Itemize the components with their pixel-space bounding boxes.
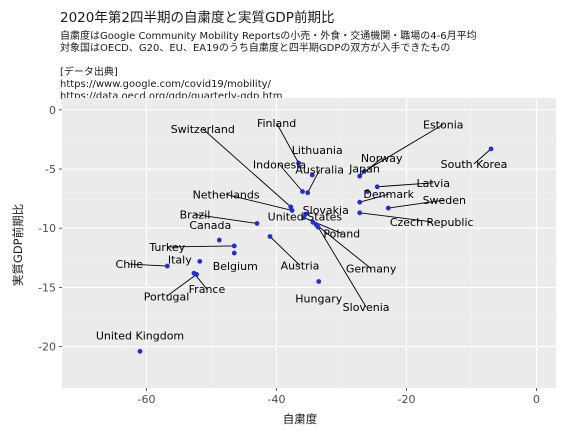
data-point [231,250,237,256]
point-label: Poland [323,228,360,241]
y-tick-label: -10 [38,222,56,235]
data-point [361,168,367,174]
axis-ticks: -60 -40 -20 0 0 -5 -10 -15 -20 [38,104,540,406]
point-label: Hungary [295,292,342,305]
data-point [296,160,301,166]
leader-line [364,124,444,172]
point-label: Netherlands [193,188,260,201]
chart-title: 2020年第2四半期の自粛度と実質GDP前期比 [60,10,335,26]
y-tick-label: -20 [38,341,56,354]
plot-panel [62,98,556,388]
x-tick-label: 0 [533,393,540,406]
source-url-mobility: https://www.google.com/covid19/mobility/ [60,79,271,90]
data-point [300,189,305,194]
point-label: Slovakia [303,204,349,217]
source-url-gdp: https://data.oecd.org/gdp/quarterly-gdp.… [60,91,283,102]
y-tick-label: -15 [38,281,56,294]
point-label: Canada [189,219,231,232]
point-label: Estonia [423,118,464,131]
subtitle-line: 対象国はOECD、G20、EU、EA19のうち自粛度と四半期GDPの双方が入手で… [60,43,451,54]
data-point [357,199,363,205]
data-point [289,208,295,213]
data-point [365,189,370,194]
point-label: Austria [281,259,320,272]
data-point [305,190,311,196]
point-label: France [189,283,226,296]
point-label: Turkey [148,241,185,254]
point-label: Switzerland [171,123,235,136]
point-label: Latvia [417,177,451,190]
data-points [137,146,494,354]
point-label: Finland [257,117,296,130]
data-point [301,215,307,220]
leader-line [303,217,342,234]
point-label: United Kingdom [96,329,184,342]
leader-line [359,193,389,203]
point-label: Czech Republic [390,216,474,229]
leader-line [317,226,367,308]
data-point [267,234,273,239]
data-point [488,146,494,152]
leader-line [225,194,293,211]
point-label: Indonesia [253,159,306,172]
data-point [315,224,321,230]
leader-line [129,263,168,267]
point-label: Australia [295,164,344,177]
data-point [197,258,203,264]
subtitle-line: 自粛度はGoogle Community Mobility Reportsの小売… [60,31,477,42]
panel-background [62,98,556,388]
leader-line [202,128,292,208]
leader-line [194,214,258,224]
leader-line [388,199,445,209]
point-label: Germany [346,263,397,276]
point-label: Denmark [363,188,414,201]
leader-line [377,182,434,188]
point-label: Japan [348,163,380,176]
point-label: South Korea [441,158,508,171]
data-point [357,210,363,216]
point-label: Norway [361,152,403,165]
data-point [216,237,222,243]
leader-line [315,224,372,270]
data-point [137,348,143,354]
data-point [385,205,391,211]
x-tick-label: -60 [138,393,156,406]
leader-line [307,169,321,193]
x-tick-label: -20 [398,393,416,406]
y-tick-label: 0 [49,104,56,117]
point-label: Belgium [213,260,258,273]
point-label: Portugal [144,290,190,303]
point-label: Brazil [180,208,211,221]
data-point [164,263,170,269]
leader-line [166,274,197,297]
leader-line [473,148,492,165]
point-label: Chile [116,258,144,271]
data-point [374,184,380,190]
data-point [254,221,260,226]
leader-line [359,212,432,223]
point-label: United States [268,210,343,223]
point-labels: Finland Lithuania Estonia Norway South Korea… [96,117,507,342]
leader-line [279,164,303,192]
point-label: Sweden [423,194,466,207]
point-label: Lithuania [292,144,343,157]
leader-line [167,245,235,248]
label-leader-lines [129,122,492,308]
data-point [357,173,363,179]
data-point [191,270,197,276]
data-point [316,279,322,284]
point-label: Italy [168,253,192,266]
data-point [309,172,315,178]
leader-line [276,122,299,164]
source-heading: [データ出典] [60,67,118,78]
leader-line [269,236,301,266]
y-axis-title: 実質GDP前期比 [11,204,25,286]
point-label: Slovenia [343,301,390,314]
x-axis-title: 自粛度 [283,412,318,426]
y-tick-label: -5 [45,163,56,176]
data-point [303,211,309,217]
x-tick-label: -40 [268,393,286,406]
data-point [231,243,237,249]
